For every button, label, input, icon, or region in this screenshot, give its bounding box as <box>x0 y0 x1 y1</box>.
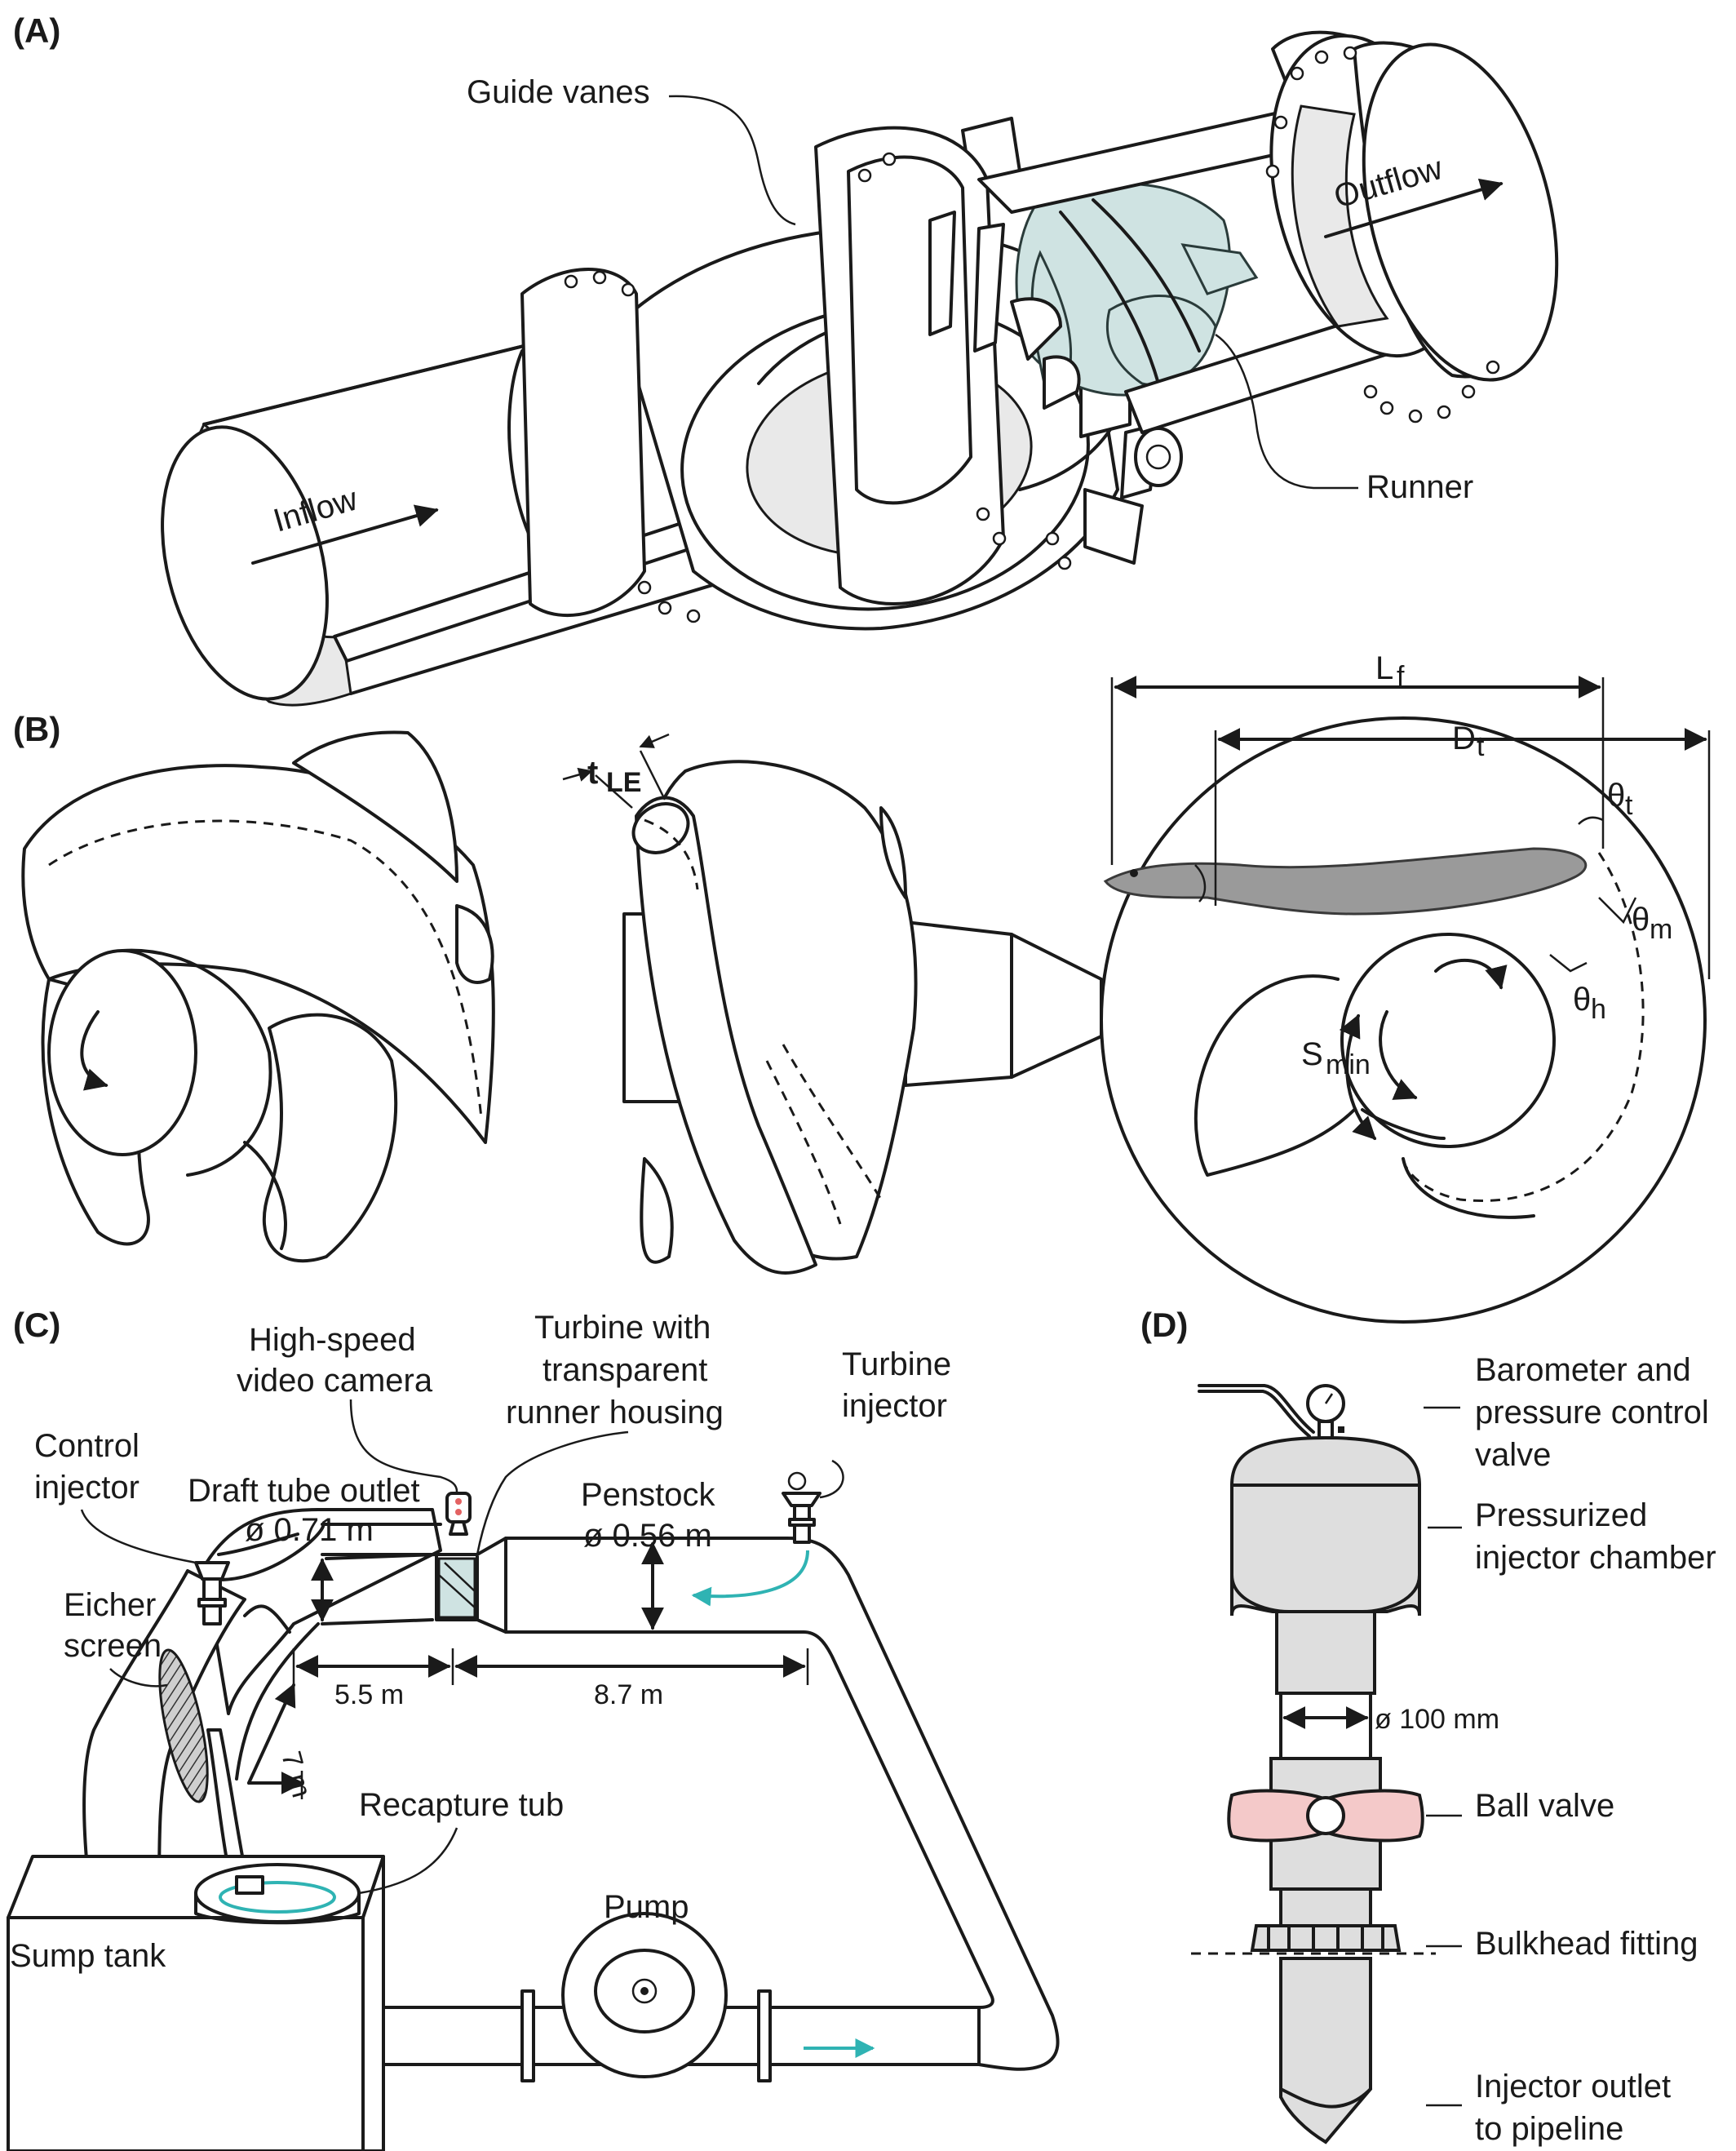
draft-tube-dia-label: ø 0.71 m <box>245 1512 374 1548</box>
chamber-label-1: Pressurized <box>1475 1497 1647 1533</box>
eicher-screen <box>158 1648 209 1803</box>
flange-bolts <box>564 46 1500 623</box>
theta-m-label: θ <box>1632 902 1650 938</box>
panel-c: (C) <box>7 1306 1060 2151</box>
outlet-label-1: Injector outlet <box>1475 2069 1671 2104</box>
theta-t-subscript: t <box>1625 790 1633 821</box>
dt-subscript: t <box>1477 731 1485 762</box>
inflow-flange <box>520 268 646 617</box>
turbine-injector-label-1: Turbine <box>842 1346 951 1382</box>
eicher-pointer <box>109 1668 168 1688</box>
dia-100-label: ø 100 mm <box>1375 1704 1499 1735</box>
panel-a: (A) <box>13 11 1559 707</box>
turbine-label-1: Turbine with <box>534 1310 711 1346</box>
camera-label-2: video camera <box>237 1363 433 1399</box>
dim-8-7-label: 8.7 m <box>594 1679 663 1710</box>
outflow-pipe <box>977 30 1559 434</box>
panel-b-label: (B) <box>13 710 60 748</box>
guide-vanes <box>928 211 1160 499</box>
runner-view-left <box>21 730 495 1263</box>
eicher-label-1: Eicher <box>64 1587 156 1623</box>
draft-tube-label: Draft tube outlet <box>188 1473 420 1509</box>
theta-t-label: θ <box>1607 778 1625 814</box>
lf-subscript: f <box>1397 661 1405 692</box>
dim-5-5-label: 5.5 m <box>334 1679 404 1710</box>
theta-m-subscript: m <box>1650 914 1672 945</box>
dt-label: D <box>1452 721 1476 756</box>
injector-assembly <box>1191 1384 1436 2144</box>
t-le-label: t <box>587 755 598 791</box>
dim-7-label: 7 m <box>275 1748 317 1801</box>
bulkhead-label: Bulkhead fitting <box>1475 1926 1698 1962</box>
penstock-dia-label: ø 0.56 m <box>583 1518 712 1554</box>
panel-c-label: (C) <box>13 1306 60 1344</box>
camera-pointer <box>349 1399 458 1492</box>
barometer-label-2: pressure control <box>1475 1395 1709 1430</box>
runner-pointer <box>1215 333 1358 490</box>
recapture-label: Recapture tub <box>359 1787 564 1823</box>
turbine-label-2: transparent <box>542 1352 707 1388</box>
control-injector-label-1: Control <box>34 1428 140 1464</box>
turbine-pointer <box>476 1430 629 1555</box>
panel-d: (D) <box>1140 1306 1716 2147</box>
turbine-window <box>437 1557 476 1619</box>
panel-b: (B) <box>13 650 1711 1324</box>
panel-d-label: (D) <box>1140 1306 1188 1344</box>
lf-label: L <box>1375 650 1393 686</box>
runner-view-right: L f D t θ t θ m θ h S min <box>1100 650 1711 1324</box>
inflow-arrow <box>251 504 439 565</box>
control-injector <box>194 1561 230 1625</box>
outlet-label-2: to pipeline <box>1475 2111 1623 2147</box>
eel <box>1103 847 1588 916</box>
runner-flange <box>814 126 1005 605</box>
guide-vanes-label: Guide vanes <box>467 74 650 110</box>
chamber-label-2: injector chamber <box>1475 1540 1716 1576</box>
pump-label: Pump <box>604 1889 689 1925</box>
turbine-injector <box>691 1459 844 1607</box>
recapture-pointer <box>358 1827 458 1895</box>
runner-label: Runner <box>1366 469 1473 505</box>
barometer-label-3: valve <box>1475 1437 1551 1473</box>
runner-hub <box>1083 427 1183 565</box>
theta-h-label: θ <box>1573 982 1591 1018</box>
sump-label: Sump tank <box>10 1938 166 1974</box>
camera <box>445 1492 472 1536</box>
smin-label: S <box>1301 1036 1323 1072</box>
eicher-label-2: screen <box>64 1628 162 1664</box>
barometer-label-1: Barometer and <box>1475 1352 1691 1388</box>
smin-subscript: min <box>1326 1049 1371 1080</box>
panel-a-label: (A) <box>13 11 60 50</box>
control-injector-pointer <box>80 1509 197 1564</box>
runner-view-middle: t LE <box>562 733 1103 1275</box>
penstock-label: Penstock <box>581 1477 716 1513</box>
turbine-label-3: runner housing <box>506 1395 724 1430</box>
control-injector-label-2: injector <box>34 1470 140 1506</box>
guide-vanes-pointer <box>668 95 796 226</box>
ball-valve-label: Ball valve <box>1475 1788 1614 1824</box>
outflow-arrow <box>1324 178 1504 238</box>
sump-tank <box>7 1855 385 2151</box>
theta-h-subscript: h <box>1591 994 1606 1025</box>
turbine-injector-label-2: injector <box>842 1388 947 1424</box>
camera-label-1: High-speed <box>249 1322 416 1358</box>
t-le-subscript: LE <box>606 767 641 798</box>
